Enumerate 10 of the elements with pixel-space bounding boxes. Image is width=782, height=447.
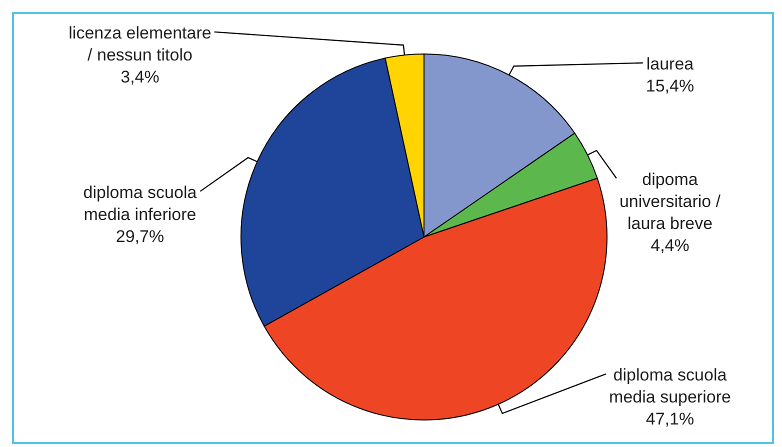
- slice-label: licenza elementare / nessun titolo: [68, 24, 212, 65]
- data-label: 15,4%: [646, 76, 694, 96]
- data-label: 47,1%: [646, 410, 694, 428]
- data-label: 4,4%: [650, 236, 690, 255]
- data-label: 3,4%: [120, 68, 160, 87]
- slice-label: laurea: [646, 54, 694, 74]
- slice-label: dipoma universitario / laura breve: [619, 170, 721, 233]
- data-label: 29,7%: [116, 226, 164, 246]
- slice-label: diploma scuola media superiore: [609, 366, 731, 406]
- slice-label: diploma scuola media inferiore: [83, 182, 198, 224]
